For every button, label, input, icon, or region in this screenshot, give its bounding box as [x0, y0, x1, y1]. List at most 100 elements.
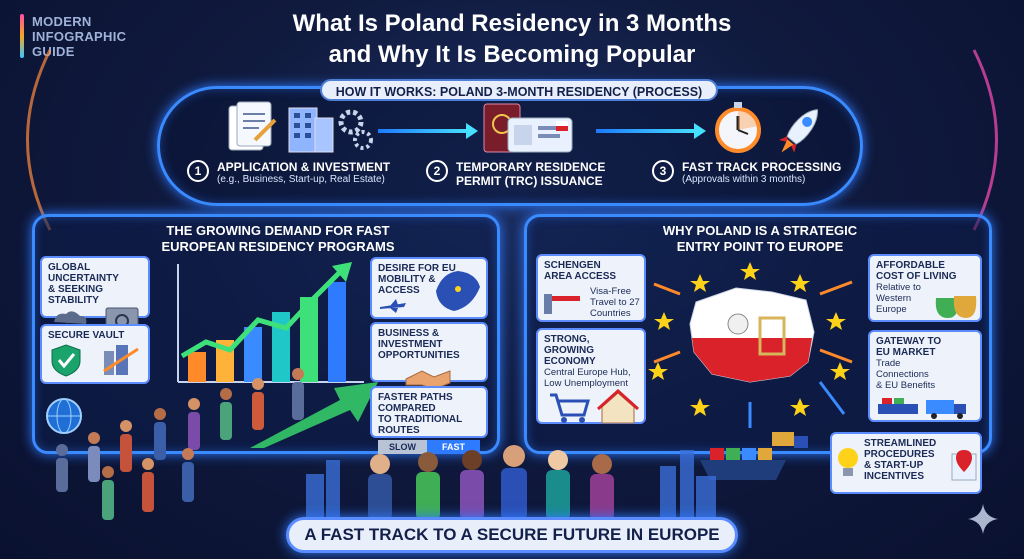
step-title: APPLICATION & INVESTMENT	[217, 160, 391, 174]
card-eu-mobility: DESIRE FOR EU MOBILITY & ACCESS	[370, 257, 488, 319]
demand-heading: THE GROWING DEMAND FOR FAST EUROPEAN RES…	[140, 223, 416, 255]
passport-icon	[483, 103, 573, 153]
document-icon	[228, 101, 373, 153]
card-title: DESIRE FOR EU	[378, 263, 456, 274]
fast-label: FAST	[427, 440, 480, 454]
airplane-icon	[380, 299, 406, 313]
fast-track-arrow	[250, 382, 378, 448]
card-title: INCENTIVES	[864, 471, 925, 482]
brand-text: MODERN INFOGRAPHIC GUIDE	[32, 14, 126, 59]
step-title: TEMPORARY RESIDENCE	[456, 160, 606, 174]
card-schengen: SCHENGEN AREA ACCESS Visa-Free Travel to…	[536, 254, 646, 322]
growth-chart	[177, 262, 364, 383]
card-strong-economy: STRONG, GROWING ECONOMY Central Europe H…	[536, 328, 646, 424]
map-pin-icon	[951, 450, 977, 481]
card-global-uncertainty: GLOBAL UNCERTAINTY & SEEKING STABILITY	[40, 256, 150, 336]
card-gateway-eu-market: GATEWAY TO EU MARKET Trade Connections &…	[868, 330, 982, 422]
heading-line: ENTRY POINT TO EUROPE	[676, 239, 844, 254]
process-arrow	[378, 123, 478, 139]
card-title: AREA ACCESS	[544, 271, 617, 282]
card-title: FASTER PATHS COMPARED	[378, 392, 453, 414]
title-line: and Why It Is Becoming Popular	[328, 41, 696, 68]
step-subtitle: (e.g., Business, Start-up, Real Estate)	[217, 174, 385, 185]
strategic-heading: WHY POLAND IS A STRATEGIC ENTRY POINT TO…	[620, 223, 900, 255]
card-title: OPPORTUNITIES	[378, 350, 460, 361]
brand-line: INFOGRAPHIC	[32, 29, 127, 44]
step-title: FAST TRACK PROCESSING	[682, 160, 842, 174]
trend-line	[180, 270, 342, 359]
chart-bar	[300, 297, 318, 382]
step-number: 1	[187, 160, 209, 182]
card-subtext: Countries	[590, 308, 631, 319]
card-title: SECURE VAULT	[48, 330, 125, 341]
process-step-2: 2 TEMPORARY RESIDENCE PERMIT (TRC) ISSUA…	[426, 160, 605, 188]
card-subtext: Low Unemployment	[544, 378, 628, 389]
chart-bar	[328, 282, 346, 382]
card-subtext: Travel to 27	[590, 297, 640, 308]
border-gate-icon	[544, 294, 580, 314]
card-title: BUSINESS & INVESTMENT	[378, 328, 443, 350]
card-title: ACCESS	[378, 285, 420, 296]
card-subtext: Trade	[876, 358, 901, 369]
decor-glow-arc-right	[972, 49, 998, 231]
card-title: TO TRADITIONAL ROUTES	[378, 414, 463, 436]
card-secure-vault: SECURE VAULT	[40, 324, 150, 384]
brand-line: GUIDE	[32, 44, 75, 59]
procedures-text: STREAMLINED PROCEDURES & START-UP INCENT…	[864, 438, 936, 482]
footer-banner: A FAST TRACK TO A SECURE FUTURE IN EUROP…	[286, 517, 738, 553]
card-title: & START-UP	[864, 460, 924, 471]
trend-arrowhead	[332, 262, 352, 282]
card-subtext: Central Europe Hub,	[544, 367, 631, 378]
speed-compare-bar: SLOW FAST	[378, 440, 480, 454]
card-title: GLOBAL UNCERTAINTY	[48, 262, 119, 284]
card-title: GATEWAY TO	[876, 336, 942, 347]
card-title: PROCEDURES	[864, 449, 935, 460]
eu-map-icon	[436, 271, 480, 311]
card-title: STREAMLINED	[864, 438, 937, 449]
card-subtext: Connections	[876, 369, 929, 380]
decor-glow-arc-left	[26, 49, 52, 231]
step-number: 3	[652, 160, 674, 182]
page-title: What Is Poland Residency in 3 Months and…	[180, 8, 844, 70]
card-cost-of-living: AFFORDABLE COST OF LIVING Relative to We…	[868, 254, 982, 322]
globe-icon	[46, 398, 82, 434]
card-title: STRONG, GROWING	[544, 334, 594, 356]
direction-arrows	[653, 280, 853, 428]
card-subtext: Europe	[876, 304, 907, 315]
cargo-ship-illustration	[700, 432, 808, 480]
eu-stars	[648, 262, 850, 416]
title-line: What Is Poland Residency in 3 Months	[292, 10, 732, 37]
eagle-emblem	[727, 313, 749, 335]
people-group	[368, 445, 614, 520]
process-heading: HOW IT WORKS: POLAND 3-MONTH RESIDENCY (…	[320, 79, 718, 101]
card-business-investment: BUSINESS & INVESTMENT OPPORTUNITIES	[370, 322, 488, 390]
cart-house-icon	[550, 389, 640, 424]
heading-line: EUROPEAN RESIDENCY PROGRAMS	[161, 239, 395, 254]
card-subtext: & EU Benefits	[876, 380, 936, 391]
process-step-3: 3 FAST TRACK PROCESSING (Approvals withi…	[652, 160, 841, 186]
money-bag-icon	[935, 296, 977, 318]
card-title: SCHENGEN	[544, 260, 601, 271]
card-title: MOBILITY &	[378, 274, 436, 285]
card-faster-paths: FASTER PATHS COMPARED TO TRADITIONAL ROU…	[370, 386, 488, 454]
heading-line: WHY POLAND IS A STRATEGIC	[662, 223, 858, 238]
brand-line: MODERN	[32, 14, 92, 29]
slow-label: SLOW	[378, 440, 428, 454]
card-title: & SEEKING STABILITY	[48, 284, 104, 306]
people-queue-illustration	[56, 368, 304, 520]
step-number: 2	[426, 160, 448, 182]
lightbulb-icon	[838, 448, 858, 476]
card-subtext: Relative to	[876, 282, 921, 293]
process-step-1: 1 APPLICATION & INVESTMENT (e.g., Busine…	[187, 160, 390, 186]
chart-bar	[188, 352, 206, 382]
chart-bar	[244, 327, 262, 382]
schengen-subtext: Visa-Free Travel to 27 Countries	[590, 286, 640, 319]
ship-truck-icon	[878, 398, 966, 419]
card-streamlined-procedures: STREAMLINED PROCEDURES & START-UP INCENT…	[830, 432, 982, 494]
process-arrow	[596, 123, 706, 139]
sparkle-icon	[968, 504, 998, 534]
heading-line: THE GROWING DEMAND FOR FAST	[166, 223, 390, 238]
poland-map-illustration	[648, 262, 850, 416]
card-title: EU MARKET	[876, 347, 936, 358]
brand-color-bar	[20, 14, 24, 58]
